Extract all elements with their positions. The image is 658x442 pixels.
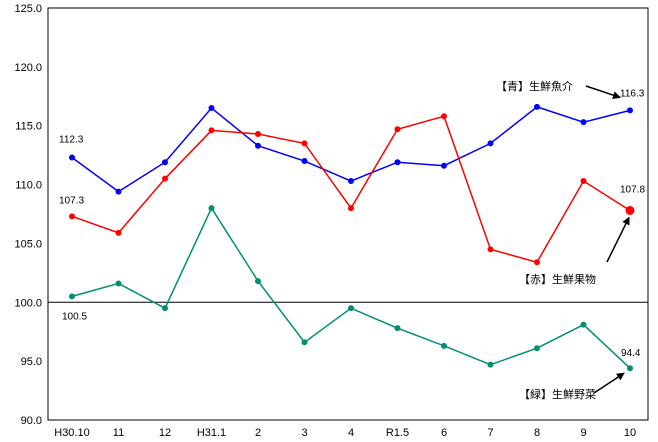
legend-label-red: 【赤】生鮮果物	[519, 272, 596, 286]
series-point-red	[394, 126, 401, 133]
x-tick-label: 12	[159, 427, 171, 439]
series-point-blue	[441, 162, 447, 169]
series-point-blue	[348, 178, 354, 185]
series-point-green	[348, 305, 354, 312]
series-point-green	[441, 342, 447, 349]
series-point-blue	[255, 142, 261, 149]
series-point-green	[208, 205, 215, 212]
y-tick-label: 95.0	[21, 356, 42, 368]
series-point-red	[441, 113, 447, 120]
series-point-green	[301, 339, 308, 346]
x-tick-label: 7	[487, 427, 493, 439]
series-point-blue	[580, 119, 587, 126]
data-label-start-green: 100.5	[62, 311, 87, 322]
series-point-blue	[301, 158, 308, 165]
y-tick-label: 125.0	[14, 3, 42, 15]
x-tick-label: 11	[113, 427, 124, 439]
series-point-red	[69, 213, 75, 220]
x-tick-label: R1.5	[386, 427, 409, 439]
legend-arrow-green	[593, 372, 625, 394]
y-tick-label: 115.0	[15, 121, 42, 133]
series-point-blue	[487, 140, 494, 147]
y-tick-label: 105.0	[14, 238, 42, 250]
series-point-red	[580, 178, 587, 185]
legend-label-blue: 【青】生鮮魚介	[496, 79, 573, 93]
series-point-blue	[394, 159, 401, 166]
x-tick-label: H31.1	[197, 427, 226, 439]
series-point-blue	[115, 188, 122, 195]
series-point-green	[487, 361, 494, 368]
legend-label-green: 【緑】生鮮野菜	[519, 387, 596, 401]
x-tick-label: 3	[301, 427, 307, 439]
series-point-green	[394, 325, 401, 332]
series-point-blue	[534, 103, 540, 110]
series-point-green	[534, 345, 540, 352]
data-label-start-red: 107.3	[59, 195, 84, 206]
x-tick-label: 4	[348, 427, 354, 439]
series-point-red	[348, 205, 354, 212]
series-point-green	[162, 305, 168, 312]
x-tick-label: 6	[441, 427, 447, 439]
series-point-blue	[627, 107, 633, 114]
data-label-end-blue: 116.3	[620, 88, 645, 99]
series-point-green	[69, 293, 75, 300]
data-label-end-green: 94.4	[621, 348, 641, 359]
y-tick-label: 120.0	[14, 62, 42, 74]
plot-area	[47, 7, 649, 421]
series-point-blue	[69, 154, 75, 161]
y-tick-label: 90.0	[21, 415, 42, 427]
y-tick-label: 100.0	[14, 297, 42, 309]
series-point-red	[115, 229, 122, 236]
series-point-red	[255, 130, 261, 137]
legend-arrow-blue	[585, 85, 621, 99]
x-tick-label: 8	[534, 427, 540, 439]
series-point-red	[625, 205, 635, 215]
series-point-red	[487, 246, 494, 253]
data-label-start-blue: 112.3	[59, 134, 84, 145]
series-point-red	[534, 259, 540, 266]
series-point-green	[255, 278, 261, 285]
data-label-end-red: 107.8	[620, 184, 645, 195]
series-point-red	[162, 175, 168, 182]
legend-arrow-red	[606, 216, 630, 263]
series-point-blue	[162, 159, 168, 166]
x-tick-label: 2	[255, 427, 261, 439]
series-point-red	[301, 140, 308, 147]
x-tick-label: 10	[624, 427, 636, 439]
x-tick-label: 9	[580, 427, 586, 439]
x-tick-label: H30.10	[54, 427, 89, 439]
series-point-green	[115, 280, 122, 287]
y-tick-label: 110.0	[15, 180, 42, 192]
series-point-green	[627, 365, 633, 372]
series-point-green	[580, 321, 587, 328]
series-point-red	[208, 127, 215, 134]
series-point-blue	[208, 105, 215, 112]
